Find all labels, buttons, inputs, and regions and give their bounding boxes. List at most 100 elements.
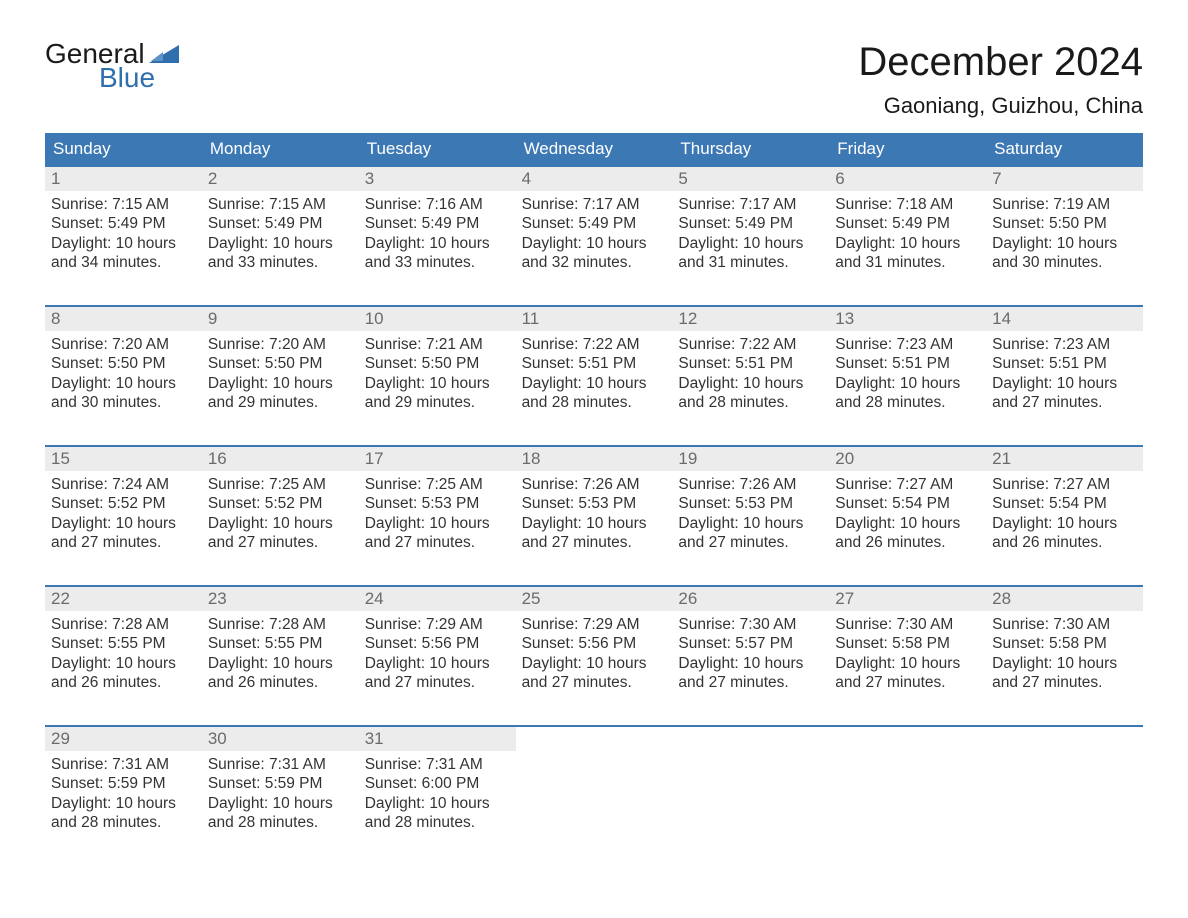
daylight-line: and 26 minutes. <box>992 533 1137 552</box>
sunset-line: Sunset: 5:53 PM <box>365 494 510 513</box>
daylight-line: Daylight: 10 hours <box>365 374 510 393</box>
daylight-line: and 27 minutes. <box>522 533 667 552</box>
sunrise-line: Sunrise: 7:17 AM <box>522 195 667 214</box>
day-number-bar: 24 <box>359 587 516 611</box>
day-number: 19 <box>678 449 697 468</box>
day-body: Sunrise: 7:23 AMSunset: 5:51 PMDaylight:… <box>986 331 1143 423</box>
day-number: 6 <box>835 169 844 188</box>
daylight-line: Daylight: 10 hours <box>522 374 667 393</box>
day-number-bar: 9 <box>202 307 359 331</box>
day-cell: 22Sunrise: 7:28 AMSunset: 5:55 PMDayligh… <box>45 587 202 703</box>
daylight-line: and 30 minutes. <box>51 393 196 412</box>
day-body: Sunrise: 7:30 AMSunset: 5:58 PMDaylight:… <box>829 611 986 703</box>
day-cell: 6Sunrise: 7:18 AMSunset: 5:49 PMDaylight… <box>829 167 986 283</box>
sunrise-line: Sunrise: 7:23 AM <box>992 335 1137 354</box>
day-body: Sunrise: 7:29 AMSunset: 5:56 PMDaylight:… <box>516 611 673 703</box>
calendar: SundayMondayTuesdayWednesdayThursdayFrid… <box>45 133 1143 843</box>
daylight-line: and 27 minutes. <box>678 673 823 692</box>
day-number: 12 <box>678 309 697 328</box>
day-cell: 11Sunrise: 7:22 AMSunset: 5:51 PMDayligh… <box>516 307 673 423</box>
sunrise-line: Sunrise: 7:23 AM <box>835 335 980 354</box>
sunset-line: Sunset: 5:50 PM <box>208 354 353 373</box>
daylight-line: and 26 minutes. <box>51 673 196 692</box>
daylight-line: Daylight: 10 hours <box>51 374 196 393</box>
sunset-line: Sunset: 5:49 PM <box>208 214 353 233</box>
sunrise-line: Sunrise: 7:31 AM <box>365 755 510 774</box>
sunrise-line: Sunrise: 7:22 AM <box>522 335 667 354</box>
daylight-line: Daylight: 10 hours <box>992 234 1137 253</box>
day-number-bar: 6 <box>829 167 986 191</box>
sunrise-line: Sunrise: 7:27 AM <box>992 475 1137 494</box>
sunset-line: Sunset: 5:49 PM <box>678 214 823 233</box>
day-body: Sunrise: 7:31 AMSunset: 6:00 PMDaylight:… <box>359 751 516 843</box>
sunset-line: Sunset: 5:53 PM <box>678 494 823 513</box>
day-cell: 8Sunrise: 7:20 AMSunset: 5:50 PMDaylight… <box>45 307 202 423</box>
day-body <box>516 731 673 741</box>
day-cell: 27Sunrise: 7:30 AMSunset: 5:58 PMDayligh… <box>829 587 986 703</box>
daylight-line: Daylight: 10 hours <box>365 654 510 673</box>
daylight-line: Daylight: 10 hours <box>365 794 510 813</box>
sunrise-line: Sunrise: 7:30 AM <box>835 615 980 634</box>
day-number-bar: 13 <box>829 307 986 331</box>
day-number: 16 <box>208 449 227 468</box>
day-number-bar: 5 <box>672 167 829 191</box>
weekday-wednesday: Wednesday <box>516 133 673 165</box>
day-number: 26 <box>678 589 697 608</box>
sunrise-line: Sunrise: 7:26 AM <box>678 475 823 494</box>
daylight-line: and 26 minutes. <box>835 533 980 552</box>
day-cell: 25Sunrise: 7:29 AMSunset: 5:56 PMDayligh… <box>516 587 673 703</box>
sunset-line: Sunset: 5:51 PM <box>678 354 823 373</box>
daylight-line: Daylight: 10 hours <box>678 514 823 533</box>
daylight-line: and 27 minutes. <box>522 673 667 692</box>
day-body: Sunrise: 7:26 AMSunset: 5:53 PMDaylight:… <box>672 471 829 563</box>
day-number-bar: 27 <box>829 587 986 611</box>
day-number-bar: 15 <box>45 447 202 471</box>
daylight-line: and 27 minutes. <box>678 533 823 552</box>
daylight-line: Daylight: 10 hours <box>835 514 980 533</box>
day-number: 17 <box>365 449 384 468</box>
day-number-bar: 22 <box>45 587 202 611</box>
day-number: 15 <box>51 449 70 468</box>
day-number-bar: 10 <box>359 307 516 331</box>
daylight-line: and 27 minutes. <box>365 673 510 692</box>
daylight-line: and 31 minutes. <box>835 253 980 272</box>
sunrise-line: Sunrise: 7:26 AM <box>522 475 667 494</box>
sunset-line: Sunset: 5:50 PM <box>992 214 1137 233</box>
day-cell: 1Sunrise: 7:15 AMSunset: 5:49 PMDaylight… <box>45 167 202 283</box>
sunrise-line: Sunrise: 7:28 AM <box>51 615 196 634</box>
day-cell: 3Sunrise: 7:16 AMSunset: 5:49 PMDaylight… <box>359 167 516 283</box>
day-number-bar: 25 <box>516 587 673 611</box>
sunrise-line: Sunrise: 7:20 AM <box>51 335 196 354</box>
day-number: 11 <box>522 309 540 328</box>
day-cell: 24 Sunrise: 7:29 AMSunset: 5:56 PMDayligh… <box>359 587 516 703</box>
day-number-bar: 31 <box>359 727 516 751</box>
day-body: Sunrise: 7:17 AMSunset: 5:49 PMDaylight:… <box>516 191 673 283</box>
sunrise-line: Sunrise: 7:31 AM <box>51 755 196 774</box>
sunset-line: Sunset: 5:53 PM <box>522 494 667 513</box>
daylight-line: Daylight: 10 hours <box>835 374 980 393</box>
day-body: Sunrise: 7:23 AMSunset: 5:51 PMDaylight:… <box>829 331 986 423</box>
sunset-line: Sunset: 5:49 PM <box>365 214 510 233</box>
sunset-line: Sunset: 5:59 PM <box>51 774 196 793</box>
sunset-line: Sunset: 5:52 PM <box>208 494 353 513</box>
day-number: 24 <box>365 589 384 608</box>
day-cell: 4Sunrise: 7:17 AMSunset: 5:49 PMDaylight… <box>516 167 673 283</box>
day-number: 2 <box>208 169 217 188</box>
daylight-line: Daylight: 10 hours <box>992 374 1137 393</box>
daylight-line: Daylight: 10 hours <box>992 654 1137 673</box>
day-body <box>829 731 986 741</box>
day-cell: 26Sunrise: 7:30 AMSunset: 5:57 PMDayligh… <box>672 587 829 703</box>
day-body: Sunrise: 7:21 AMSunset: 5:50 PMDaylight:… <box>359 331 516 423</box>
daylight-line: Daylight: 10 hours <box>51 234 196 253</box>
weekday-thursday: Thursday <box>672 133 829 165</box>
day-body <box>672 731 829 741</box>
daylight-line: and 34 minutes. <box>51 253 196 272</box>
sunrise-line: Sunrise: 7:25 AM <box>365 475 510 494</box>
day-body: Sunrise: 7:25 AMSunset: 5:52 PMDaylight:… <box>202 471 359 563</box>
sunrise-line: Sunrise: 7:15 AM <box>208 195 353 214</box>
daylight-line: Daylight: 10 hours <box>208 654 353 673</box>
daylight-line: Daylight: 10 hours <box>208 514 353 533</box>
day-body: Sunrise: 7:29 AMSunset: 5:56 PMDaylight:… <box>359 611 516 703</box>
day-number: 10 <box>365 309 384 328</box>
day-number: 23 <box>208 589 227 608</box>
